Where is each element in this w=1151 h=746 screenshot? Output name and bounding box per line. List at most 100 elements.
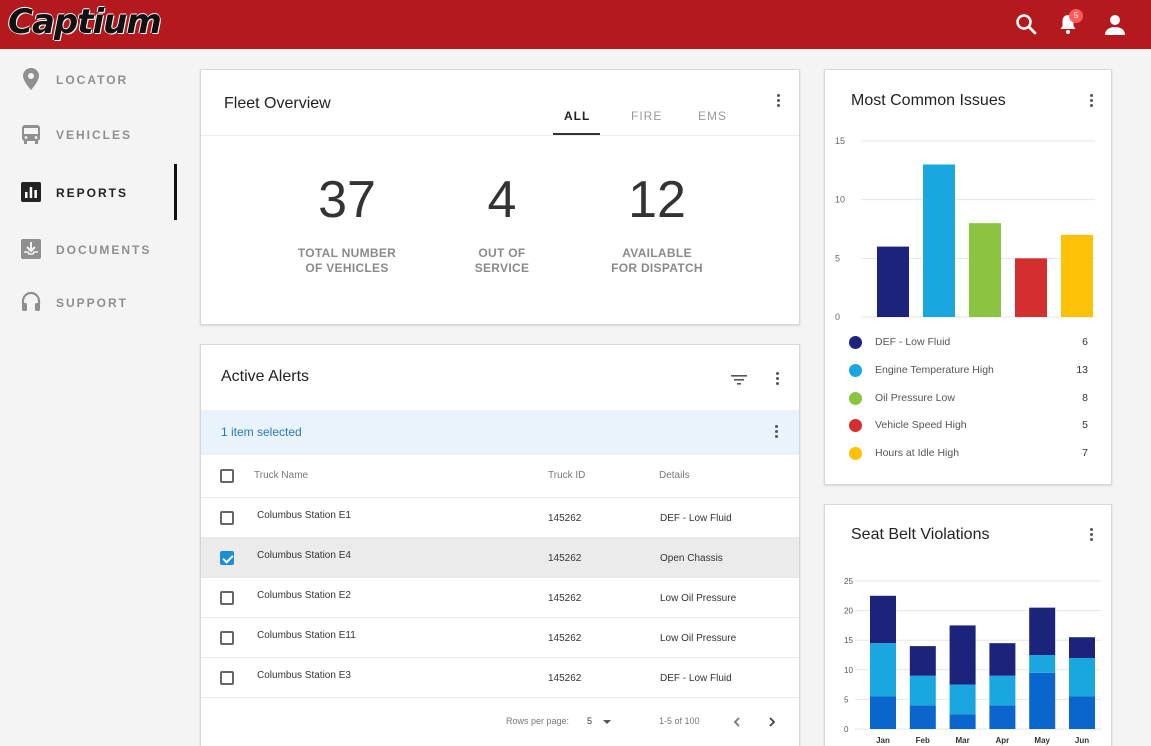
alert-details: DEF - Low Fluid (660, 673, 732, 684)
select-all-checkbox[interactable] (220, 469, 234, 483)
caret-down-icon (602, 719, 611, 724)
x-tick-label: Apr (996, 736, 1010, 745)
stat-out-of-service: 4 (487, 171, 517, 229)
x-tick-label: Jun (1075, 736, 1089, 745)
stat-label: AVAILABLE FOR DISPATCH (611, 246, 703, 275)
sidebar-item-vehicles[interactable]: VEHICLES (0, 106, 177, 162)
truck-id: 145262 (548, 673, 582, 684)
card-title: Seat Belt Violations (851, 526, 990, 543)
table-row[interactable]: Columbus Station E1 145262 DEF - Low Flu… (201, 497, 799, 537)
y-tick-label: 0 (835, 312, 840, 322)
more-options-icon[interactable] (1086, 528, 1096, 544)
active-tab-indicator (553, 133, 600, 135)
bar-segment (949, 625, 976, 685)
row-checkbox[interactable] (220, 511, 234, 525)
headset-icon (20, 290, 42, 314)
column-header[interactable]: Truck Name (254, 470, 309, 481)
y-tick-label: 15 (844, 636, 853, 645)
legend-label: Oil Pressure Low (875, 392, 955, 404)
legend-label: Hours at Idle High (875, 447, 960, 459)
truck-name: Columbus Station E3 (257, 670, 351, 681)
bar (1061, 234, 1093, 317)
sidebar-item-reports[interactable]: REPORTS (0, 164, 177, 220)
more-options-icon[interactable] (773, 94, 783, 110)
row-checkbox[interactable] (220, 671, 234, 685)
row-checkbox[interactable] (220, 551, 234, 565)
bar-segment (870, 595, 896, 644)
stat-label: OUT OF SERVICE (474, 246, 530, 275)
legend-dot (849, 419, 862, 432)
tab-ems[interactable]: EMS (698, 109, 728, 123)
sidebar-item-support[interactable]: SUPPORT (0, 274, 177, 330)
filter-icon[interactable] (731, 373, 747, 385)
more-options-icon[interactable] (1086, 94, 1096, 110)
sidebar-item-label: DOCUMENTS (56, 243, 152, 257)
notification-badge: 5 (1069, 9, 1083, 23)
bar-segment (1029, 607, 1056, 655)
map-pin-icon (20, 67, 42, 91)
selection-options-icon[interactable] (771, 425, 781, 441)
pagination-range: 1-5 of 100 (659, 716, 700, 726)
bar-segment (909, 646, 936, 676)
bar (877, 246, 909, 317)
row-checkbox[interactable] (220, 631, 234, 645)
legend-dot (849, 392, 862, 405)
bar-segment (989, 705, 1016, 729)
captium-logo[interactable]: Captium (8, 2, 162, 42)
sidebar-item-label: LOCATOR (56, 73, 129, 87)
alert-details: Open Chassis (660, 553, 723, 564)
table-row[interactable]: Columbus Station E3 145262 DEF - Low Flu… (201, 657, 799, 697)
fleet-overview-card: Fleet Overview ALL FIRE EMS 37 TOTAL NUM… (200, 69, 800, 325)
legend-value: 13 (1076, 364, 1088, 376)
tab-fire[interactable]: FIRE (631, 109, 663, 123)
bar-segment (949, 684, 976, 715)
issues-bar-chart: 0 5 10 15 (835, 136, 1095, 322)
chevron-left-icon[interactable] (731, 715, 743, 727)
bar-segment (989, 675, 1016, 706)
sidebar-item-documents[interactable]: DOCUMENTS (0, 221, 177, 277)
more-options-icon[interactable] (772, 372, 782, 388)
column-header[interactable]: Details (659, 470, 690, 481)
x-tick-label: Feb (916, 736, 930, 745)
bell-icon[interactable]: 5 (1056, 9, 1083, 36)
y-tick-label: 10 (835, 195, 845, 205)
common-issues-card: Most Common Issues 0 5 10 15 DEF - Low Flui… (824, 69, 1112, 485)
user-icon[interactable] (1103, 12, 1127, 36)
rows-per-page-label: Rows per page: (506, 716, 570, 726)
sidebar-item-locator[interactable]: LOCATOR (0, 51, 177, 107)
tab-all[interactable]: ALL (564, 109, 591, 123)
bar-segment (870, 643, 896, 697)
legend-label: Vehicle Speed High (875, 419, 967, 431)
card-title: Most Common Issues (851, 92, 1006, 109)
search-icon[interactable] (1014, 12, 1038, 36)
bar (1015, 258, 1047, 317)
column-header[interactable]: Truck ID (548, 470, 586, 481)
truck-id: 145262 (548, 553, 582, 564)
table-row[interactable]: Columbus Station E2 145262 Low Oil Press… (201, 577, 799, 617)
legend-value: 6 (1082, 336, 1088, 348)
row-checkbox[interactable] (220, 591, 234, 605)
inbox-icon (20, 237, 42, 261)
stat-label: TOTAL NUMBER OF VEHICLES (297, 246, 397, 275)
truck-id: 145262 (548, 633, 582, 644)
rows-per-page-select[interactable]: 5 (587, 716, 611, 726)
y-tick-label: 25 (844, 577, 853, 586)
divider (201, 697, 799, 698)
x-tick-label: Mar (955, 736, 969, 745)
legend-dot (849, 336, 862, 349)
active-alerts-card: Active Alerts 1 item selected Truck Name… (200, 344, 800, 746)
truck-name: Columbus Station E2 (257, 590, 351, 601)
alert-details: Low Oil Pressure (660, 633, 737, 644)
chevron-right-icon[interactable] (766, 715, 778, 727)
table-row[interactable]: Columbus Station E11 145262 Low Oil Pres… (201, 617, 799, 657)
table-row[interactable]: Columbus Station E4 145262 Open Chassis (201, 537, 799, 577)
card-title: Fleet Overview (224, 95, 331, 112)
seat-belt-card: Seat Belt Violations 0 5 10 15 20 25 Jan Feb Mar… (824, 504, 1112, 746)
sidebar-item-label: SUPPORT (56, 296, 129, 310)
bar-segment (949, 714, 976, 729)
bar-segment (1029, 655, 1056, 673)
y-tick-label: 10 (844, 666, 853, 675)
y-tick-label: 5 (835, 253, 840, 263)
bar-chart-icon (20, 180, 42, 204)
legend-label: DEF - Low Fluid (875, 336, 951, 348)
